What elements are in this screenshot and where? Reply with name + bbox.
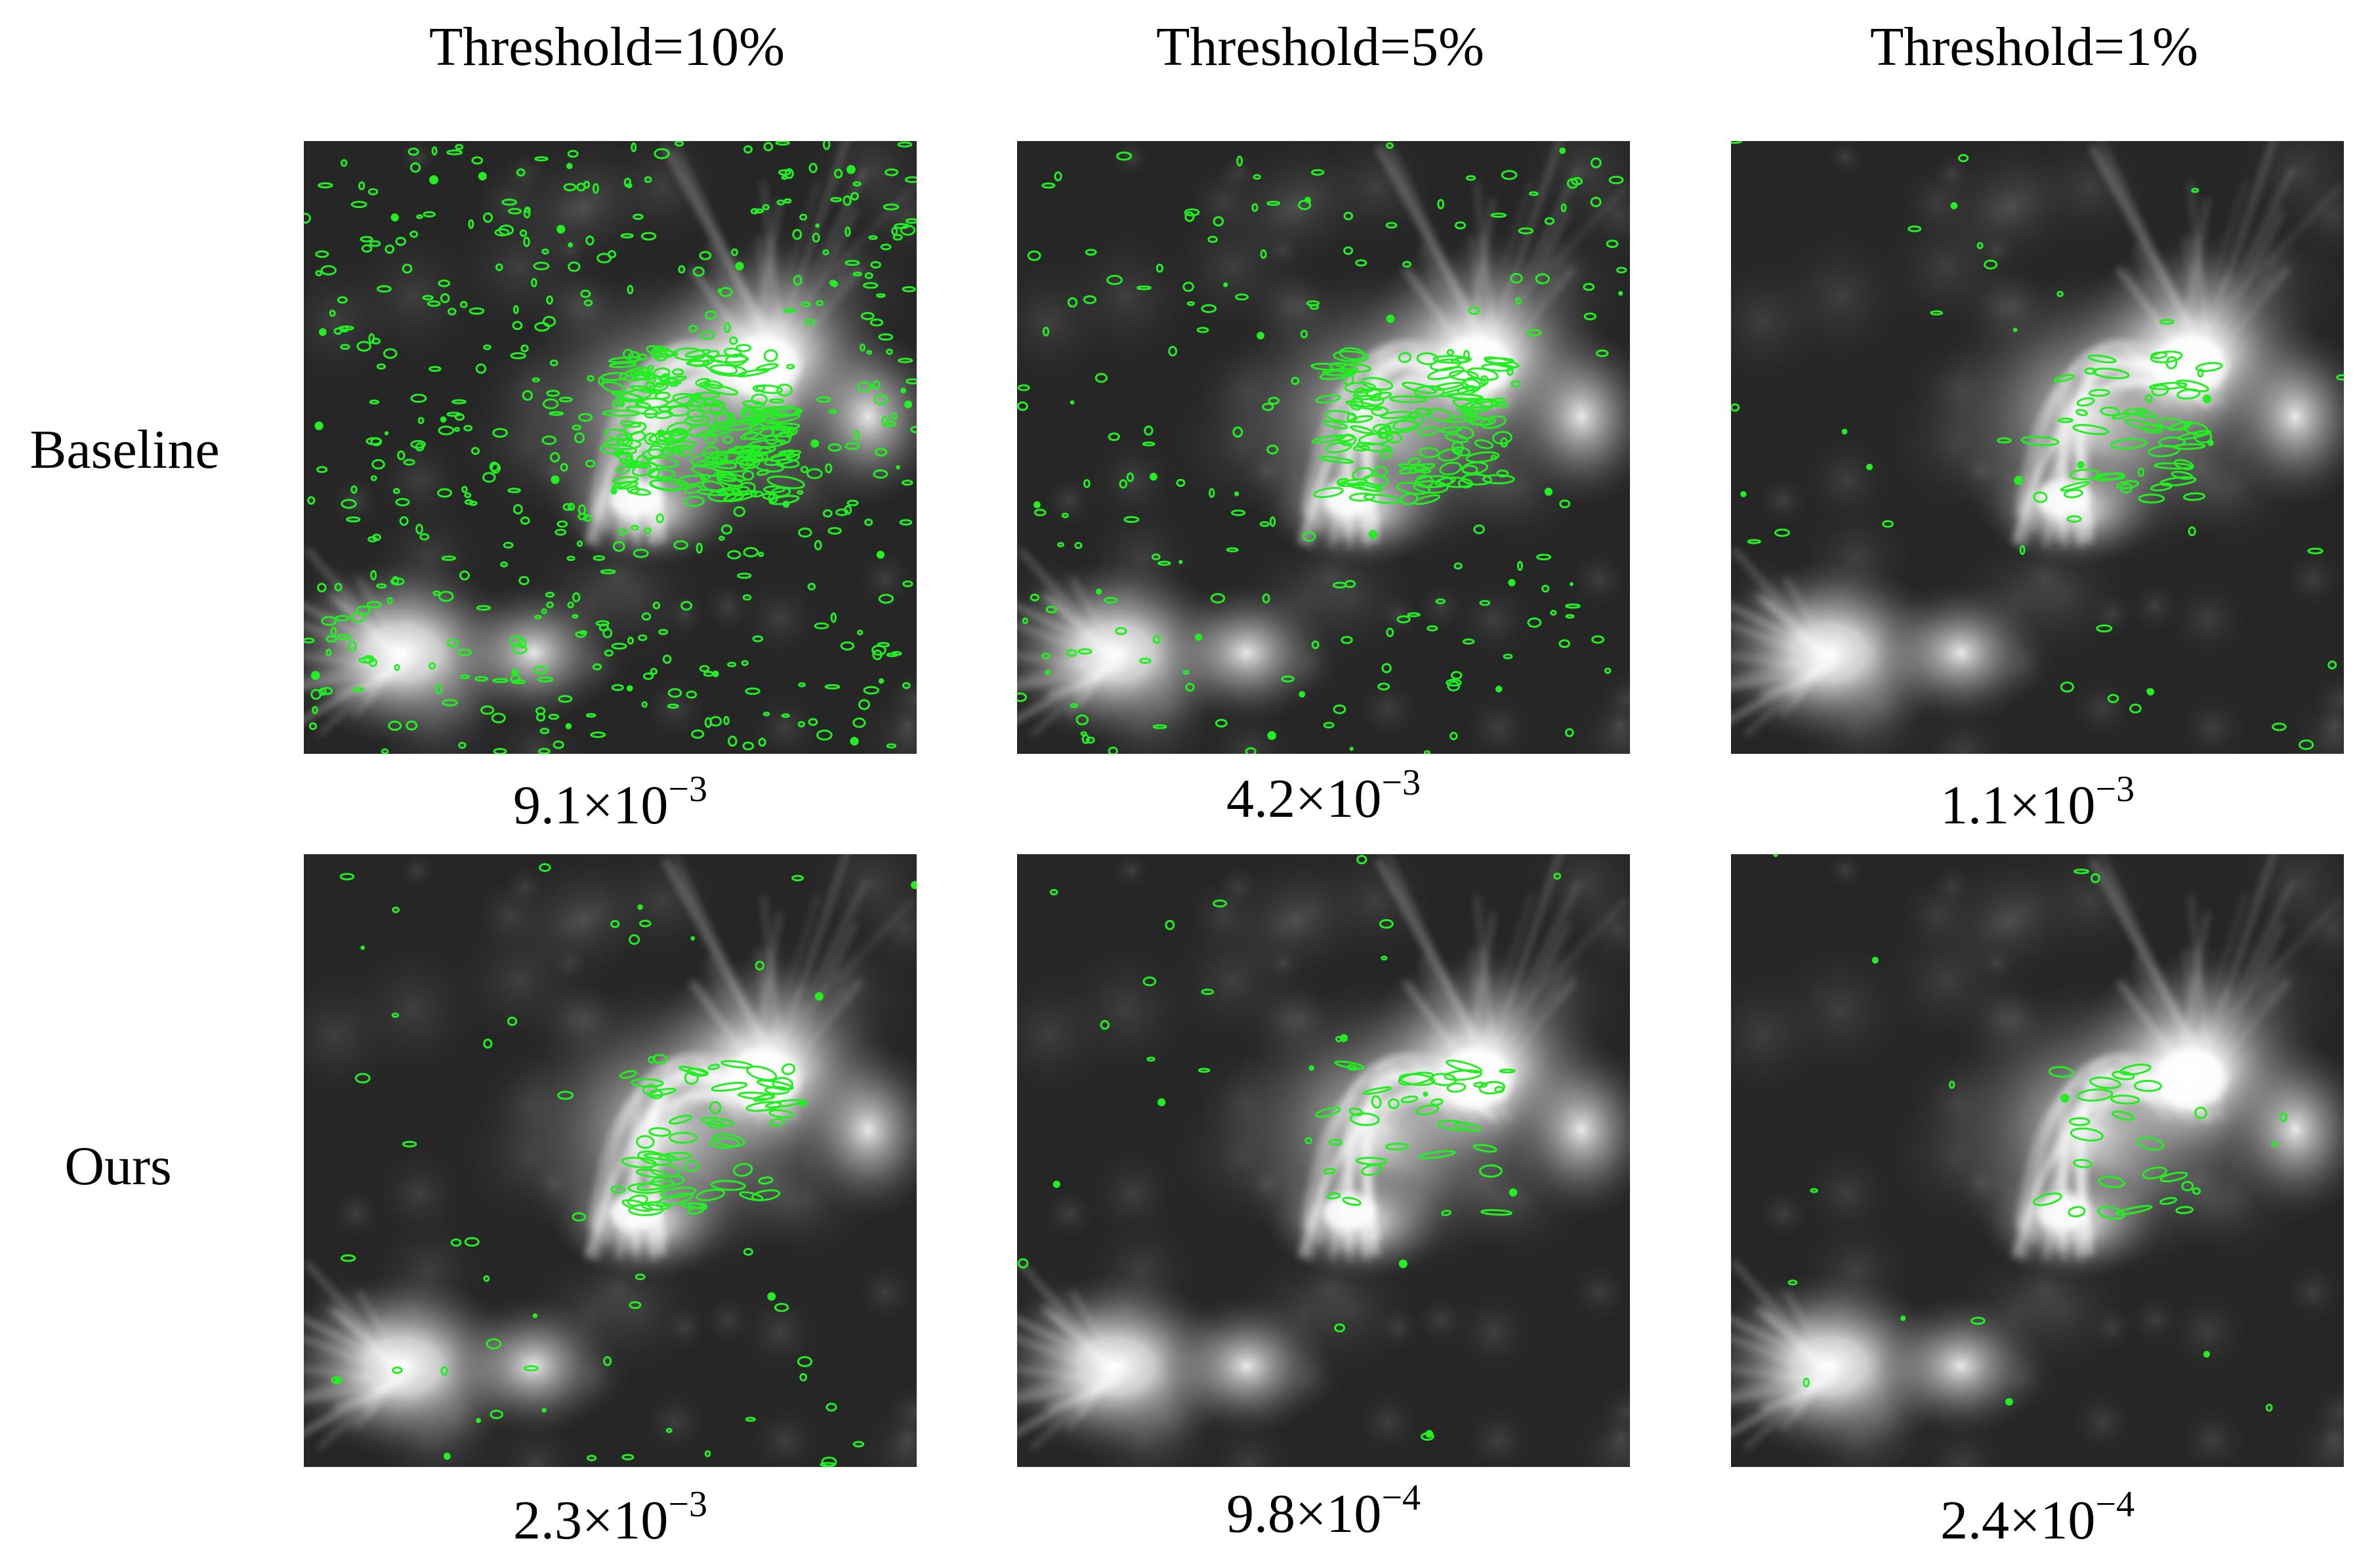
error-value-baseline-10: 9.1×10−3 <box>513 769 707 836</box>
column-title-threshold-1: Threshold=1% <box>1870 16 2198 77</box>
solar-image-baseline-5 <box>1017 141 1630 754</box>
column-title-threshold-10: Threshold=10% <box>429 16 785 77</box>
solar-image-ours-1 <box>1731 854 2344 1467</box>
error-value-baseline-5: 4.2×10−3 <box>1226 762 1421 829</box>
error-value-baseline-1: 1.1×10−3 <box>1940 769 2135 836</box>
solar-image-baseline-10 <box>304 141 917 754</box>
solar-image-ours-5 <box>1017 854 1630 1467</box>
solar-image-baseline-1 <box>1731 141 2344 754</box>
error-value-ours-1: 2.4×10−4 <box>1940 1484 2135 1551</box>
error-value-ours-10: 2.3×10−3 <box>513 1484 707 1551</box>
solar-image-ours-10 <box>304 854 917 1467</box>
error-value-ours-5: 9.8×10−4 <box>1226 1477 1421 1544</box>
row-label-baseline: Baseline <box>30 419 220 480</box>
column-title-threshold-5: Threshold=5% <box>1156 16 1484 77</box>
row-label-ours: Ours <box>64 1136 172 1197</box>
